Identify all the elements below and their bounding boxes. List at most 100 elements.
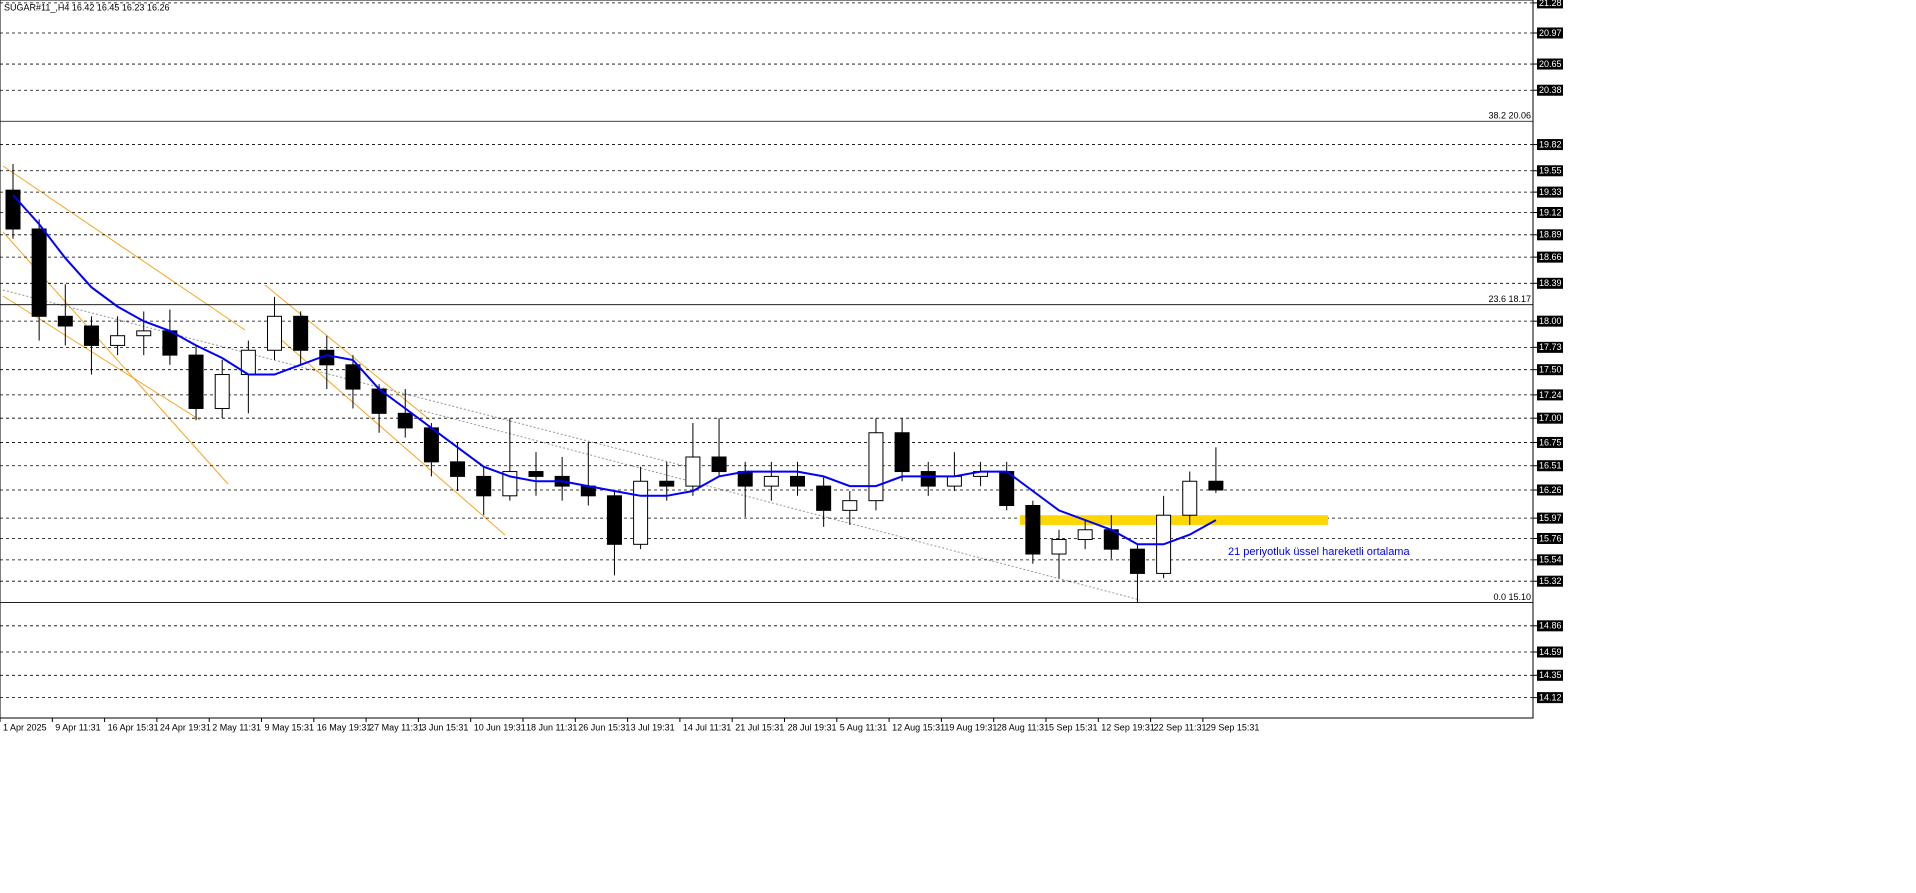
y-tick-label: 14.59 [1539,647,1562,657]
y-tick-label: 17.73 [1539,342,1562,352]
y-tick-label: 16.26 [1539,485,1562,495]
candle-body [476,475,492,497]
candle-body [1129,548,1145,574]
candle-body [946,475,962,487]
y-tick-label: 17.50 [1539,365,1562,375]
y-tick-box [1537,277,1563,289]
candle-body [711,456,727,473]
y-tick-box [1537,364,1563,376]
candle-body [293,315,309,351]
y-tick-box [1537,139,1563,151]
candle-body [816,485,832,511]
y-tick-box [1537,692,1563,704]
x-tick-label: 16 Apr 15:31 [108,722,159,732]
fib-label: 38.2 20.06 [1488,111,1531,121]
candle-body [999,471,1015,507]
candle-body [450,461,466,477]
y-tick-label: 18.39 [1539,278,1562,288]
candle-body [83,325,99,346]
candle-body [423,427,439,463]
y-tick-label: 18.66 [1539,252,1562,262]
fib-label: 23.6 18.17 [1488,294,1531,304]
x-tick-label: 12 Sep 19:31 [1101,722,1155,732]
x-tick-label: 26 Jun 15:31 [578,722,630,732]
y-tick-box [1537,460,1563,472]
x-tick-label: 3 Jun 15:31 [421,722,468,732]
channel-line [264,284,431,421]
candle-body [110,335,126,346]
x-tick-label: 27 May 11:31 [369,722,423,732]
support-zone [1020,515,1328,525]
x-tick-label: 5 Aug 11:31 [840,722,887,732]
candle-body [214,374,230,409]
candle-body [685,456,701,487]
y-tick-label: 14.35 [1539,670,1562,680]
x-tick-label: 5 Sep 15:31 [1049,722,1098,732]
candle-body [659,480,675,487]
y-tick-label: 15.54 [1539,555,1562,565]
y-tick-box [1537,484,1563,496]
candle-body [842,500,858,511]
y-tick-box [1537,229,1563,241]
y-tick-label: 16.75 [1539,437,1562,447]
y-tick-box [1537,620,1563,632]
candle-body [1025,505,1041,555]
channel-line [269,329,506,536]
y-tick-box [1537,669,1563,681]
y-tick-label: 19.12 [1539,207,1562,217]
y-tick-box [1537,27,1563,39]
y-tick-label: 14.86 [1539,621,1562,631]
ema-label: 21 periyotluk üssel hareketli ortalama [1228,546,1410,558]
x-tick-label: 21 Jul 15:31 [735,722,784,732]
y-tick-label: 20.97 [1539,28,1562,38]
x-tick-label: 12 Aug 15:31 [892,722,945,732]
y-tick-box [1537,436,1563,448]
candle-body [1077,529,1093,540]
x-tick-label: 9 Apr 11:31 [55,722,100,732]
x-tick-label: 1 Apr 2025 [3,722,47,732]
x-tick-label: 16 May 19:31 [317,722,372,732]
chart-title: SUGAR#11_,H4 16.42 16.45 16.23 16.26 [4,2,169,12]
y-tick-box [1537,575,1563,587]
candle-body [267,315,282,351]
ema-line [12,194,1217,546]
y-tick-box [1537,389,1563,401]
y-tick-box [1537,0,1563,9]
y-tick-box [1537,186,1563,198]
candle-body [868,432,884,502]
y-tick-label: 15.76 [1539,533,1562,543]
x-tick-label: 19 Aug 19:31 [944,722,997,732]
x-tick-label: 2 May 11:31 [212,722,261,732]
candle-body [920,471,936,487]
candle-body [633,480,649,545]
candle-body [606,495,622,545]
y-tick-box [1537,341,1563,353]
x-tick-label: 9 May 15:31 [265,722,315,732]
y-tick-box [1537,646,1563,658]
candle-body [31,228,47,317]
y-tick-box [1537,512,1563,524]
y-tick-label: 20.65 [1539,59,1562,69]
y-tick-label: 15.97 [1539,513,1562,523]
y-tick-box [1537,58,1563,70]
x-tick-label: 3 Jul 19:31 [631,722,675,732]
y-tick-label: 19.55 [1539,166,1562,176]
x-tick-label: 29 Sep 15:31 [1206,722,1260,732]
candle-body [136,330,152,337]
y-tick-label: 18.89 [1539,230,1562,240]
y-tick-label: 15.32 [1539,576,1562,586]
candle-body [345,364,361,390]
y-tick-label: 17.24 [1539,390,1562,400]
y-tick-label: 18.00 [1539,316,1562,326]
y-tick-label: 14.12 [1539,692,1562,702]
y-tick-label: 19.33 [1539,187,1562,197]
y-tick-label: 21.28 [1539,0,1562,8]
y-tick-box [1537,206,1563,218]
x-tick-label: 18 Jun 11:31 [526,722,577,732]
y-tick-box [1537,165,1563,177]
x-tick-label: 10 Jun 19:31 [474,722,526,732]
candle-body [57,315,73,327]
candle-body [763,475,779,487]
